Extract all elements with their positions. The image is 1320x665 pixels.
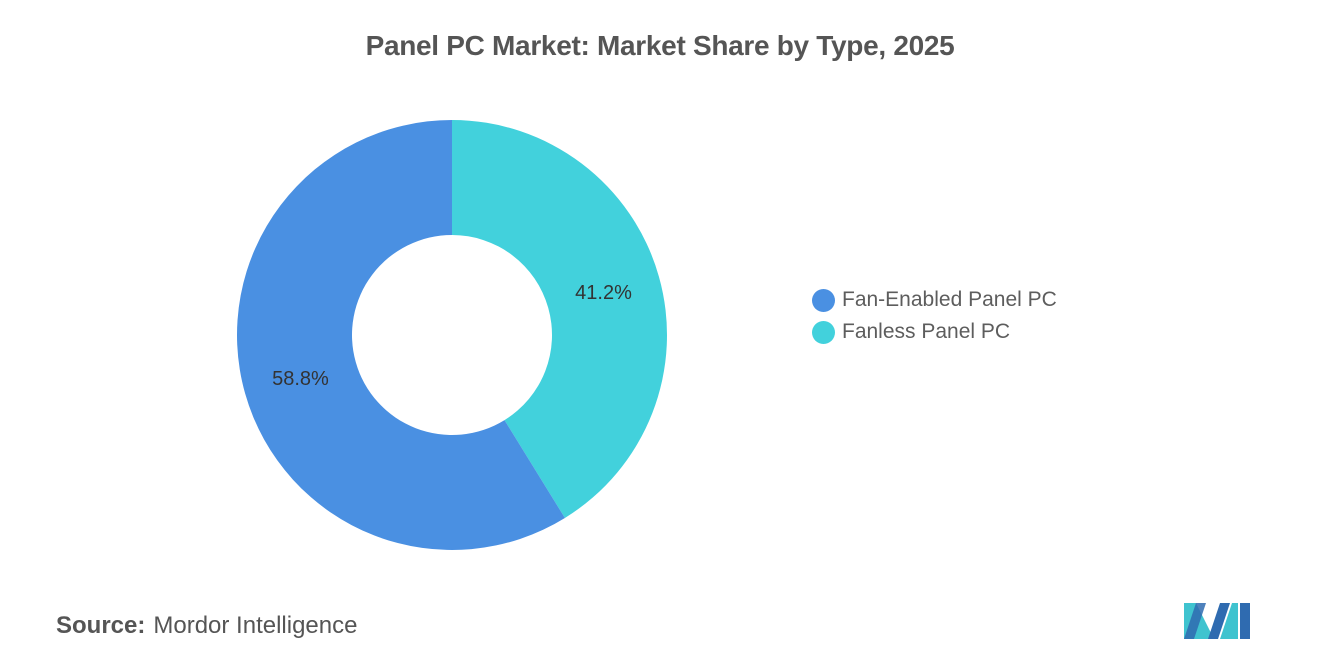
donut-slice-fanless-panel-pc[interactable]	[452, 120, 667, 518]
legend: Fan-Enabled Panel PC Fanless Panel PC	[812, 284, 1057, 348]
slice-value-label: 41.2%	[575, 282, 632, 304]
chart-title: Panel PC Market: Market Share by Type, 2…	[365, 30, 955, 61]
slice-value-label: 58.8%	[272, 368, 329, 390]
legend-swatch-fanless	[812, 320, 835, 344]
donut-slice-fan-enabled-panel-pc[interactable]	[236, 120, 565, 550]
legend-item-fan-enabled[interactable]: Fan-Enabled Panel PC	[812, 284, 1057, 316]
source-label: Source:	[56, 612, 146, 639]
legend-label-fanless: Fanless Panel PC	[842, 320, 1011, 343]
legend-swatch-fan-enabled	[812, 288, 835, 312]
source-value: Mordor Intelligence	[153, 612, 358, 639]
source-note: Source: Mordor Intelligence	[56, 612, 357, 640]
mordor-intelligence-logo-icon	[1184, 603, 1250, 639]
legend-item-fanless[interactable]: Fanless Panel PC	[812, 316, 1057, 348]
legend-label-fan-enabled: Fan-Enabled Panel PC	[842, 288, 1057, 311]
